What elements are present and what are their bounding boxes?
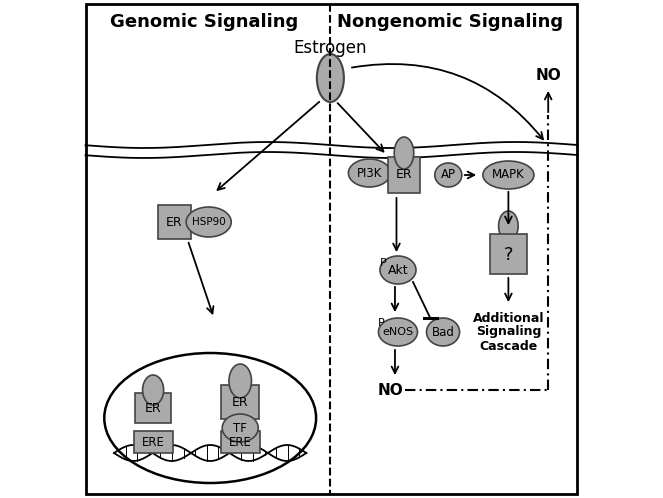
Bar bbox=[133, 431, 172, 453]
Text: Signaling: Signaling bbox=[476, 326, 541, 339]
Text: Estrogen: Estrogen bbox=[294, 39, 367, 57]
Ellipse shape bbox=[222, 414, 259, 442]
Text: ER: ER bbox=[166, 216, 182, 229]
Bar bbox=[489, 234, 527, 274]
Ellipse shape bbox=[435, 163, 462, 187]
Text: NO: NO bbox=[378, 382, 403, 397]
Bar bbox=[221, 385, 259, 419]
Text: Additional: Additional bbox=[473, 312, 544, 325]
Bar bbox=[135, 393, 171, 423]
Text: AP: AP bbox=[441, 168, 455, 181]
Text: HSP90: HSP90 bbox=[192, 217, 225, 227]
Ellipse shape bbox=[483, 161, 534, 189]
Text: eNOS: eNOS bbox=[383, 327, 414, 337]
Text: ?: ? bbox=[504, 246, 513, 264]
Text: TF: TF bbox=[233, 421, 247, 434]
Bar bbox=[158, 205, 191, 239]
Ellipse shape bbox=[426, 318, 459, 346]
Ellipse shape bbox=[229, 364, 251, 398]
FancyArrowPatch shape bbox=[352, 64, 543, 139]
Text: Nongenomic Signaling: Nongenomic Signaling bbox=[337, 13, 564, 31]
Text: ER: ER bbox=[396, 168, 412, 181]
Text: MAPK: MAPK bbox=[492, 168, 525, 181]
Text: PI3K: PI3K bbox=[357, 166, 382, 179]
Text: Genomic Signaling: Genomic Signaling bbox=[110, 13, 298, 31]
Text: NO: NO bbox=[535, 68, 561, 83]
Ellipse shape bbox=[348, 159, 391, 187]
Ellipse shape bbox=[379, 318, 418, 346]
Ellipse shape bbox=[143, 375, 164, 405]
Ellipse shape bbox=[394, 137, 414, 169]
Text: ERE: ERE bbox=[142, 435, 164, 449]
Text: P: P bbox=[380, 258, 387, 268]
Text: ER: ER bbox=[232, 395, 249, 408]
Bar bbox=[389, 157, 420, 193]
Bar bbox=[221, 431, 260, 453]
Ellipse shape bbox=[499, 211, 518, 241]
Ellipse shape bbox=[317, 54, 344, 102]
Ellipse shape bbox=[186, 207, 231, 237]
Ellipse shape bbox=[380, 256, 416, 284]
Text: P: P bbox=[378, 318, 385, 328]
Text: ERE: ERE bbox=[229, 435, 252, 449]
Text: Cascade: Cascade bbox=[479, 340, 538, 353]
Text: Bad: Bad bbox=[432, 326, 454, 339]
Text: Akt: Akt bbox=[388, 263, 408, 276]
Text: ER: ER bbox=[145, 401, 161, 414]
